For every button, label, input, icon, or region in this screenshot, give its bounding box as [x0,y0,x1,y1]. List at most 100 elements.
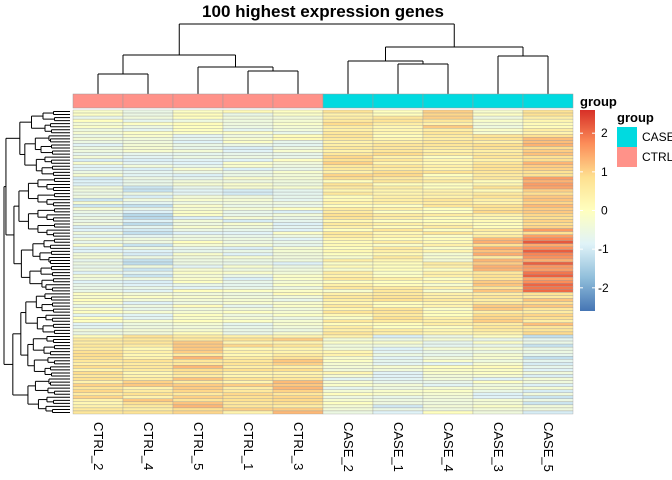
heatmap-cell [72,316,124,320]
heatmap-cell [472,331,524,336]
heatmap-cell [72,225,124,229]
heatmap-cell [422,255,474,260]
heatmap-cell [122,374,174,378]
heatmap-cell [222,304,274,308]
heatmap-cell [372,380,424,384]
heatmap-cell [272,331,324,336]
heatmap-cell [372,258,424,263]
heatmap-cell [372,194,424,199]
heatmap-cell [422,237,474,241]
heatmap-cell [372,173,424,178]
heatmap-cell [172,374,224,378]
heatmap-cell [422,249,474,254]
heatmap-cell [272,310,324,314]
group-annotation-cell [72,93,124,109]
heatmap-cell [272,325,324,330]
heatmap-cell [372,292,424,296]
heatmap-cell [272,337,324,342]
heatmap-cell [222,234,274,238]
heatmap-cell [522,392,574,396]
heatmap-cell [122,267,174,272]
heatmap-cell [422,304,474,308]
heatmap-cell [72,407,124,412]
heatmap-cell [422,109,474,114]
heatmap-cell [372,197,424,202]
heatmap-cell [422,280,474,284]
heatmap-cell [122,213,174,217]
heatmap-cell [72,210,124,214]
heatmap-cell [172,371,224,375]
chart-title: 100 highest expression genes [202,2,444,21]
heatmap-cell [122,134,174,138]
heatmap-cell [372,182,424,187]
heatmap-cell [322,228,374,232]
heatmap-cell [272,128,324,132]
heatmap-cell [172,401,224,406]
heatmap-cell [322,280,374,284]
heatmap-cell [322,307,374,311]
heatmap-cell [372,310,424,314]
heatmap-cell [522,237,574,241]
heatmap-cell [222,188,274,193]
heatmap-cell [172,252,224,257]
heatmap-cell [322,128,374,132]
heatmap-cell [172,204,224,208]
heatmap-cell [222,213,274,217]
heatmap-cell [122,182,174,187]
heatmap-cell [222,346,274,351]
heatmap-cell [122,368,174,372]
heatmap-cell [472,222,524,226]
heatmap-cell [122,222,174,226]
heatmap-cell [72,286,124,290]
heatmap-cell [172,301,224,305]
heatmap-cell [422,380,474,384]
group-annotation-cell [122,93,174,109]
heatmap-cell [322,213,374,217]
heatmap-cell [172,280,224,284]
heatmap-cell [372,121,424,126]
heatmap-cell [422,404,474,409]
heatmap-cell [422,377,474,381]
heatmap-cell [172,225,224,229]
heatmap-cell [372,389,424,393]
heatmap-cell [172,389,224,393]
heatmap-cell [422,286,474,290]
heatmap-cell [72,258,124,263]
heatmap-cell [522,380,574,384]
heatmap-cell [72,197,124,202]
heatmap-cell [322,249,374,254]
heatmap-cell [72,340,124,345]
heatmap-cell [322,380,374,384]
heatmap-cell [222,386,274,390]
heatmap-cell [422,149,474,153]
heatmap-cell [472,137,524,141]
heatmap-cell [372,280,424,284]
heatmap-cell [322,292,374,296]
heatmap-cell [72,234,124,238]
heatmap-cell [72,115,124,120]
heatmap-cell [422,121,474,126]
heatmap-cell [272,365,324,369]
heatmap-cell [272,109,324,114]
group-annotation-cell [272,93,324,109]
heatmap-cell [372,149,424,153]
heatmap-cell [522,389,574,393]
heatmap-cell [72,118,124,123]
heatmap-cell [272,115,324,120]
heatmap-cell [122,219,174,223]
heatmap-cell [272,280,324,284]
heatmap-cell [422,334,474,339]
heatmap-cell [372,286,424,290]
heatmap-cell [222,179,274,184]
heatmap-cell [72,346,124,351]
heatmap-cell [222,219,274,223]
heatmap-cell [322,395,374,399]
heatmap-cell [72,277,124,281]
heatmap-cell [322,386,374,390]
heatmap-cell [472,225,524,229]
heatmap-cell [522,210,574,214]
heatmap-cell [172,298,224,302]
heatmap-cell [272,313,324,317]
heatmap-cell [122,237,174,241]
heatmap-cell [172,222,224,226]
